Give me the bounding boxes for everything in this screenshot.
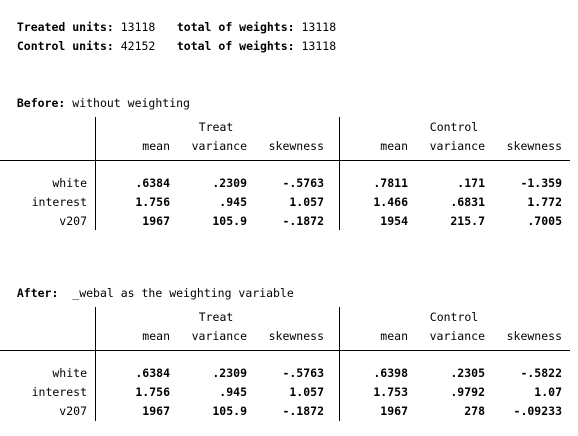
before-group-control: Control (429, 120, 479, 134)
before-col-header: skewness (506, 139, 562, 153)
before-cell: .2309 (212, 176, 247, 190)
summary-control-line: Control units: 42152 (3, 25, 156, 53)
before-heading-text: without weighting (72, 96, 190, 110)
before-cell: -.5763 (282, 176, 324, 190)
control-units-label: Control units: (16, 39, 114, 53)
after-group-control: Control (429, 310, 479, 324)
before-cell: .945 (219, 195, 247, 209)
after-cell: 1967 (142, 404, 170, 418)
after-cell: .6384 (135, 366, 170, 380)
after-cell: 1.07 (534, 385, 562, 399)
after-cell: .6398 (373, 366, 408, 380)
after-cell: -.5822 (520, 366, 562, 380)
after-heading-label: After: (16, 286, 59, 300)
after-row-name: white (52, 366, 87, 380)
before-cell: .7811 (373, 176, 408, 190)
treated-units-label: Treated units: (16, 20, 114, 34)
before-row-name: interest (31, 195, 87, 209)
before-row-name: white (52, 176, 87, 190)
after-heading-text: _webal as the weighting variable (72, 286, 294, 300)
after-cell: .2305 (450, 366, 485, 380)
before-cell: .171 (457, 176, 485, 190)
after-cell: 1.756 (135, 385, 170, 399)
before-cell: .6384 (135, 176, 170, 190)
after-col-header: variance (429, 329, 485, 343)
after-table-header-rule (0, 350, 570, 351)
before-cell: -1.359 (520, 176, 562, 190)
after-cell: .9792 (450, 385, 485, 399)
before-cell: 1.057 (289, 195, 324, 209)
after-heading: After: _webal as the weighting variable (3, 272, 294, 300)
control-units-count: 42152 (120, 39, 156, 53)
control-weights-label: total of weights: (176, 39, 295, 53)
before-cell: 1.756 (135, 195, 170, 209)
treated-units-count: 13118 (120, 20, 156, 34)
before-cell: .6831 (450, 195, 485, 209)
before-heading: Before: without weighting (3, 82, 190, 110)
summary-treated-line: Treated units: 13118 (3, 6, 156, 34)
after-cell: .945 (219, 385, 247, 399)
after-col-header: variance (191, 329, 247, 343)
after-col-header: skewness (506, 329, 562, 343)
after-cell: 1967 (380, 404, 408, 418)
before-col-header: mean (380, 139, 408, 153)
before-cell: -.1872 (282, 214, 324, 228)
control-weights-value: 13118 (301, 39, 337, 53)
after-cell: -.1872 (282, 404, 324, 418)
before-cell: 215.7 (450, 214, 485, 228)
before-col-header: mean (142, 139, 170, 153)
before-group-treat: Treat (198, 120, 234, 134)
before-table-stub-separator (95, 117, 96, 230)
treated-weights-label: total of weights: (176, 20, 295, 34)
after-group-treat: Treat (198, 310, 234, 324)
after-table-stub-separator (95, 307, 96, 421)
after-cell: 1.753 (373, 385, 408, 399)
before-cell: 105.9 (212, 214, 247, 228)
after-cell: -.5763 (282, 366, 324, 380)
before-cell: 1.466 (373, 195, 408, 209)
after-cell: -.09233 (513, 404, 562, 418)
after-row-name: v207 (59, 404, 87, 418)
before-cell: 1.772 (527, 195, 562, 209)
after-cell: .2309 (212, 366, 247, 380)
treated-weights-value: 13118 (301, 20, 337, 34)
before-col-header: variance (429, 139, 485, 153)
before-row-name: v207 (59, 214, 87, 228)
before-col-header: variance (191, 139, 247, 153)
after-cell: 1.057 (289, 385, 324, 399)
before-table-header-rule (0, 160, 570, 161)
after-col-header: mean (142, 329, 170, 343)
after-row-name: interest (31, 385, 87, 399)
summary-control-weights: total of weights: 13118 (163, 25, 336, 53)
before-heading-label: Before: (16, 96, 66, 110)
after-col-header: skewness (268, 329, 324, 343)
after-col-header: mean (380, 329, 408, 343)
after-table-group-separator (339, 307, 340, 421)
after-cell: 278 (464, 404, 485, 418)
before-col-header: skewness (268, 139, 324, 153)
after-cell: 105.9 (212, 404, 247, 418)
before-cell: .7005 (527, 214, 562, 228)
before-cell: 1954 (380, 214, 408, 228)
summary-treated-weights: total of weights: 13118 (163, 6, 336, 34)
before-table-group-separator (339, 117, 340, 230)
before-cell: 1967 (142, 214, 170, 228)
